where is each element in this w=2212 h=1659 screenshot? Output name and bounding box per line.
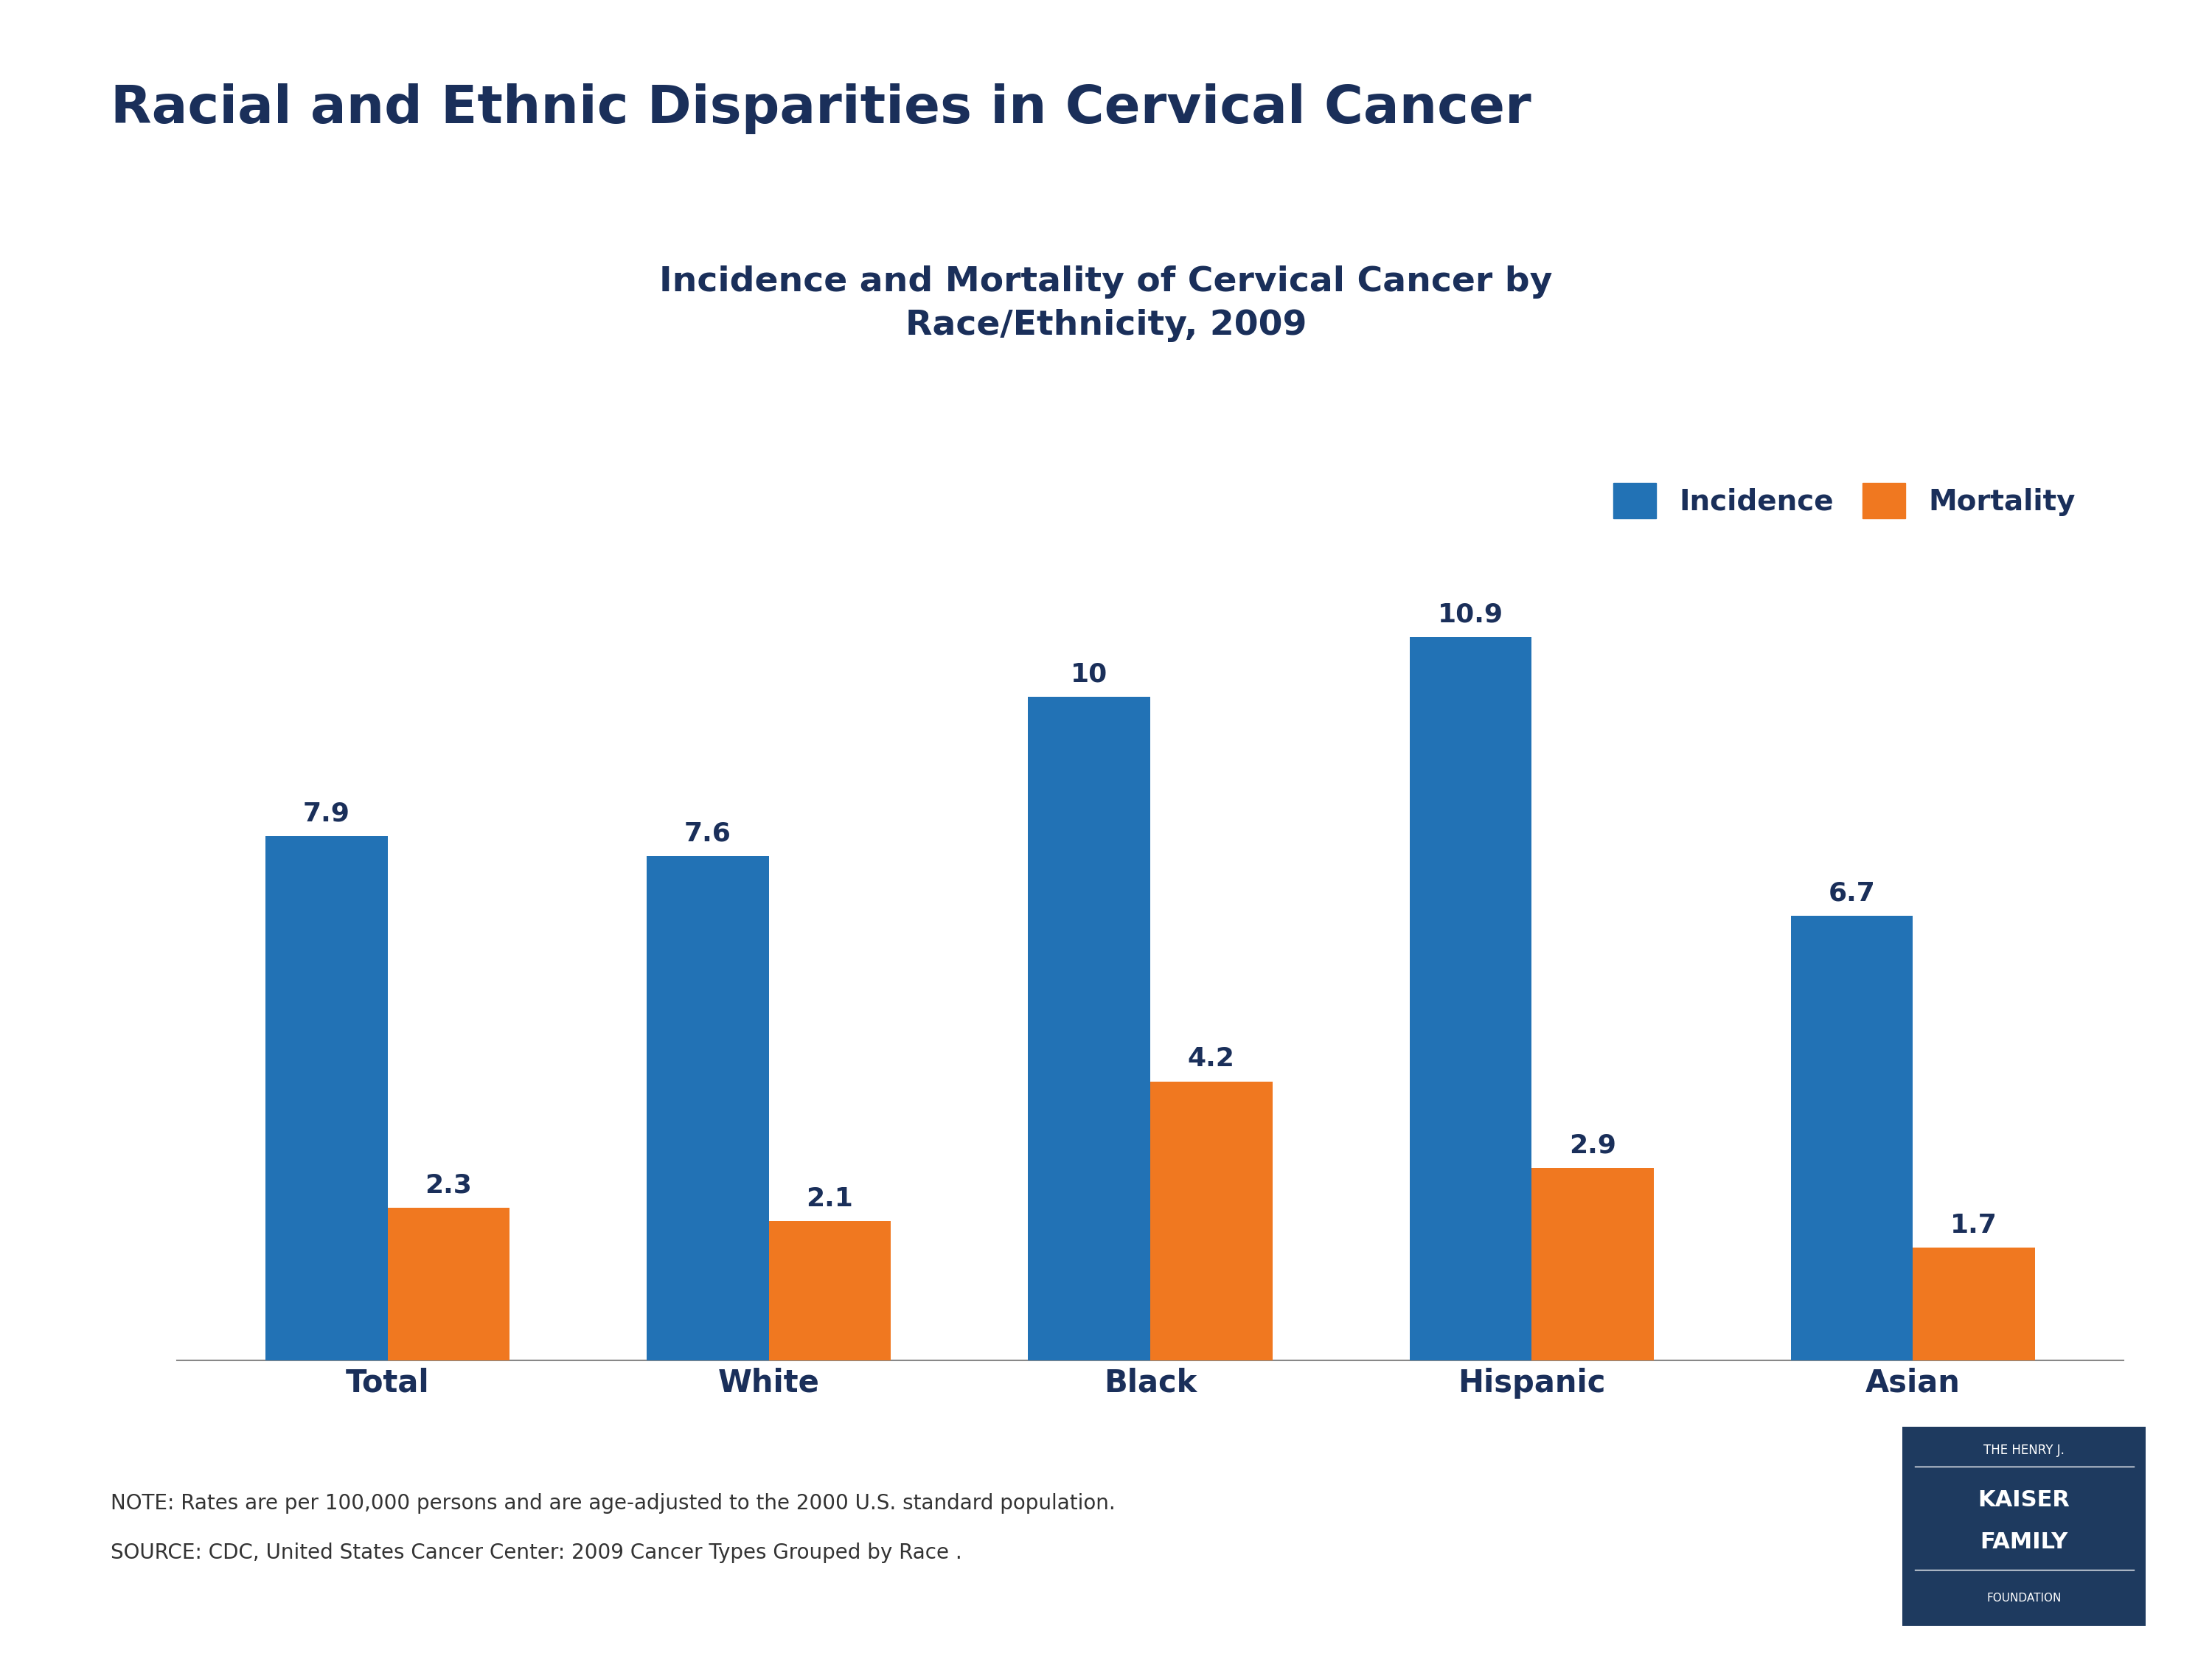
Text: THE HENRY J.: THE HENRY J. — [1984, 1443, 2064, 1457]
Bar — [1792, 916, 1913, 1360]
Text: 4.2: 4.2 — [1188, 1047, 1234, 1072]
FancyBboxPatch shape — [1902, 1427, 2146, 1626]
Bar — [1029, 697, 1150, 1360]
Text: 2.3: 2.3 — [425, 1173, 471, 1198]
Bar — [1913, 1248, 2035, 1360]
Text: 2.9: 2.9 — [1568, 1133, 1617, 1158]
Text: FAMILY: FAMILY — [1980, 1531, 2068, 1553]
Text: 6.7: 6.7 — [1829, 881, 1876, 906]
Text: 10: 10 — [1071, 662, 1108, 687]
Text: NOTE: Rates are per 100,000 persons and are age-adjusted to the 2000 U.S. standa: NOTE: Rates are per 100,000 persons and … — [111, 1493, 1115, 1513]
Text: KAISER: KAISER — [1978, 1490, 2070, 1511]
Legend: Incidence, Mortality: Incidence, Mortality — [1599, 469, 2090, 533]
Text: 1.7: 1.7 — [1951, 1213, 1997, 1238]
Bar — [646, 856, 770, 1360]
Text: SOURCE: CDC, United States Cancer Center: 2009 Cancer Types Grouped by Race .: SOURCE: CDC, United States Cancer Center… — [111, 1543, 962, 1563]
Bar — [1531, 1168, 1655, 1360]
Text: Racial and Ethnic Disparities in Cervical Cancer: Racial and Ethnic Disparities in Cervica… — [111, 83, 1531, 134]
Text: 10.9: 10.9 — [1438, 602, 1504, 627]
Bar — [1150, 1082, 1272, 1360]
Text: 7.9: 7.9 — [303, 801, 349, 826]
Bar — [1409, 637, 1531, 1360]
Text: 7.6: 7.6 — [684, 821, 732, 846]
Text: Incidence and Mortality of Cervical Cancer by
Race/Ethnicity, 2009: Incidence and Mortality of Cervical Canc… — [659, 265, 1553, 342]
Text: FOUNDATION: FOUNDATION — [1986, 1593, 2062, 1604]
Text: 2.1: 2.1 — [807, 1186, 854, 1211]
Bar — [770, 1221, 891, 1360]
Bar — [387, 1208, 509, 1360]
Bar — [265, 836, 387, 1360]
